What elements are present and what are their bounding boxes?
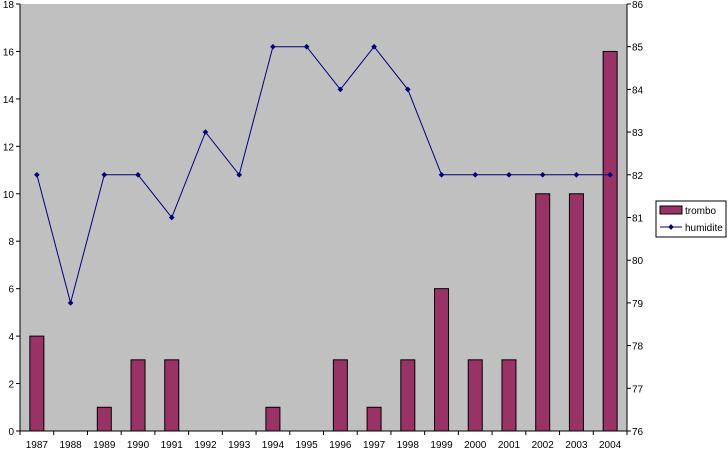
right-tick-label: 83 — [632, 128, 644, 139]
bar-1996 — [332, 359, 348, 432]
left-tick-label: 0 — [8, 427, 14, 438]
left-tick-label: 6 — [8, 285, 14, 296]
humidite-point-2004 — [607, 171, 613, 178]
right-tick-label: 76 — [632, 427, 644, 438]
humidite-point-1989 — [101, 171, 108, 178]
bar-2000 — [467, 359, 483, 432]
humidite-point-2001 — [506, 171, 512, 178]
x-tick-label: 2001 — [498, 440, 521, 451]
x-tick-label: 1989 — [93, 440, 116, 451]
legend: trombo humidite — [655, 200, 727, 238]
x-tick-label: 1990 — [127, 440, 150, 451]
left-tick-label: 12 — [3, 142, 15, 153]
legend-swatch-trombo — [659, 205, 683, 215]
x-tick-label: 1995 — [296, 440, 319, 451]
plot-area — [20, 4, 627, 431]
bar-1991 — [164, 359, 180, 432]
x-tick-label: 1997 — [363, 440, 386, 451]
right-tick-label: 86 — [632, 0, 644, 11]
bar-1990 — [130, 359, 146, 432]
bar-2002 — [535, 193, 551, 432]
bar-2003 — [568, 193, 584, 432]
humidite-point-1988 — [67, 300, 74, 306]
bar-2001 — [501, 359, 517, 432]
humidite-point-1993 — [236, 171, 243, 178]
humidite-point-1992 — [202, 129, 209, 135]
right-tick-label: 80 — [632, 256, 644, 267]
humidite-line — [36, 45, 611, 305]
x-tick-label: 1994 — [262, 440, 285, 451]
bar-1998 — [400, 359, 416, 432]
legend-label-humidite: humidite — [685, 223, 723, 234]
humidite-point-2000 — [472, 171, 479, 178]
left-tick-label: 18 — [3, 0, 15, 11]
left-tick-label: 2 — [8, 380, 14, 391]
legend-label-trombo: trombo — [685, 206, 717, 217]
x-tick-label: 2004 — [599, 440, 622, 451]
left-tick-label: 8 — [8, 237, 14, 248]
humidite-point-1999 — [438, 171, 445, 178]
right-tick-label: 77 — [632, 384, 644, 395]
x-tick-label: 1991 — [161, 440, 184, 451]
x-tick-label: 2002 — [532, 440, 555, 451]
left-tick-label: 14 — [3, 95, 15, 106]
humidite-point-2003 — [573, 171, 580, 178]
right-tick-label: 85 — [632, 43, 644, 54]
right-tick-label: 81 — [632, 214, 644, 225]
right-tick-label: 78 — [632, 342, 644, 353]
humidite-point-1991 — [168, 214, 175, 221]
right-tick-label: 84 — [632, 85, 644, 96]
humidite-point-1990 — [135, 171, 141, 178]
humidite-point-1998 — [404, 86, 411, 93]
humidite-point-2002 — [539, 171, 546, 178]
left-tick-label: 16 — [3, 47, 15, 58]
bar-1994 — [265, 406, 281, 432]
x-tick-label: 1988 — [59, 440, 82, 451]
x-tick-label: 2000 — [464, 440, 487, 451]
left-tick-label: 4 — [8, 332, 14, 343]
legend-marker-humidite — [668, 224, 674, 230]
x-tick-label: 1996 — [329, 440, 352, 451]
left-tick-label: 10 — [3, 190, 15, 201]
x-tick-label: 1999 — [430, 440, 453, 451]
x-tick-label: 1998 — [397, 440, 420, 451]
bar-2004 — [602, 50, 618, 432]
x-tick-label: 2003 — [565, 440, 588, 451]
x-tick-label: 1992 — [194, 440, 217, 451]
right-tick-label: 79 — [632, 299, 644, 310]
bar-1989 — [96, 406, 112, 432]
bar-1987 — [29, 335, 45, 432]
humidite-point-1996 — [337, 86, 344, 93]
x-tick-label: 1987 — [26, 440, 49, 451]
x-tick-label: 1993 — [228, 440, 251, 451]
bar-1999 — [434, 288, 450, 432]
right-tick-label: 82 — [632, 171, 644, 182]
bar-1997 — [366, 406, 382, 432]
